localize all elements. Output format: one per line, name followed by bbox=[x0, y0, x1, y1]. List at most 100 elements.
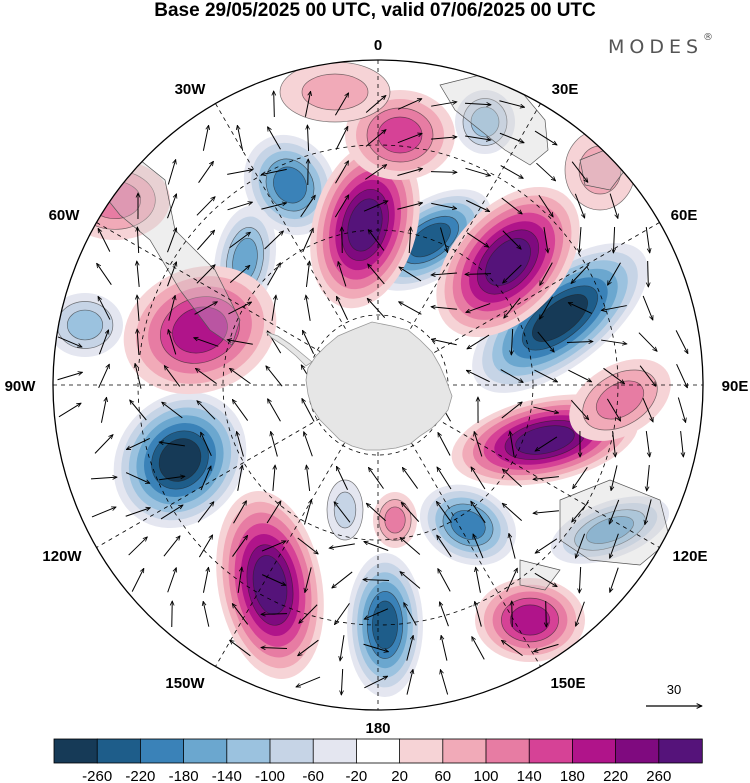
wind-vector bbox=[98, 330, 108, 355]
wind-vector bbox=[365, 130, 386, 147]
negative-anomaly bbox=[455, 90, 515, 154]
wind-vector bbox=[579, 226, 581, 253]
wind-vector bbox=[574, 193, 584, 218]
wind-vector bbox=[197, 401, 216, 420]
wind-vector bbox=[167, 194, 176, 219]
longitude-label: 150W bbox=[165, 675, 205, 692]
map-border bbox=[52, 59, 704, 711]
wind-vector bbox=[304, 432, 313, 457]
wind-vector bbox=[125, 508, 151, 517]
colorbar-tick-label: 180 bbox=[560, 768, 585, 783]
wind-vector bbox=[467, 334, 490, 349]
wind-vector bbox=[440, 602, 449, 627]
wind-vector bbox=[406, 635, 413, 661]
wind-vector bbox=[601, 339, 627, 344]
wind-vector bbox=[137, 227, 138, 254]
antarctic-peninsula bbox=[265, 331, 313, 367]
wind-vector bbox=[472, 637, 485, 660]
wind-vector bbox=[306, 465, 311, 491]
wind-vector bbox=[502, 503, 523, 522]
wind-vector bbox=[98, 296, 111, 320]
wind-vector bbox=[430, 172, 457, 173]
wind-vector bbox=[500, 369, 524, 383]
colorbar-swatch bbox=[96, 738, 142, 764]
wind-vector bbox=[431, 339, 457, 346]
colorbar-tick-label: -140 bbox=[212, 768, 242, 783]
wind-vector bbox=[232, 604, 249, 625]
wind-vector bbox=[307, 125, 308, 152]
wind-vector bbox=[299, 604, 318, 623]
wind-vector bbox=[200, 432, 212, 457]
wind-vector bbox=[543, 227, 548, 253]
wind-vector bbox=[300, 195, 316, 218]
wind-vector bbox=[502, 469, 522, 488]
wind-vector bbox=[341, 668, 342, 695]
longitude-label: 180 bbox=[365, 720, 390, 737]
wind-vector bbox=[639, 365, 656, 387]
wind-vector bbox=[510, 431, 515, 457]
wind-vector bbox=[271, 431, 278, 457]
colorbar-swatch bbox=[139, 738, 185, 764]
wind-vector bbox=[267, 263, 281, 286]
colorbar-tick-label: -100 bbox=[255, 768, 285, 783]
wind-vector bbox=[227, 170, 253, 175]
colorbar-tick-label: 140 bbox=[517, 768, 542, 783]
wind-vector bbox=[335, 296, 349, 320]
wind-vector bbox=[230, 640, 251, 657]
negative-anomaly bbox=[243, 134, 337, 236]
wind-vector bbox=[202, 125, 208, 151]
colorbar-swatch bbox=[226, 738, 271, 764]
wind-vector bbox=[466, 199, 489, 213]
wind-vector bbox=[501, 640, 523, 657]
wind-vector bbox=[57, 372, 83, 381]
wind-vector bbox=[274, 91, 275, 118]
wind-vector bbox=[126, 437, 150, 451]
wind-vector bbox=[364, 608, 389, 620]
wind-vector bbox=[159, 442, 185, 447]
wind-vector bbox=[266, 366, 283, 387]
colorbar-swatch bbox=[183, 738, 228, 764]
wind-vector bbox=[227, 202, 253, 211]
wind-vector bbox=[164, 366, 181, 387]
wind-vector bbox=[499, 100, 524, 108]
wind-vector bbox=[232, 535, 247, 557]
wind-vector bbox=[335, 161, 348, 184]
wind-vector bbox=[363, 580, 390, 581]
wind-vector bbox=[431, 202, 456, 208]
wind-vector bbox=[642, 295, 653, 320]
longitude-label: 120E bbox=[672, 548, 707, 565]
wind-vector bbox=[400, 572, 421, 589]
wind-vector bbox=[196, 265, 215, 284]
wind-vector bbox=[533, 476, 559, 480]
longitude-label: 150E bbox=[550, 675, 585, 692]
map-title: Base 29/05/2025 00 UTC, valid 07/06/2025… bbox=[154, 0, 596, 21]
wind-vector bbox=[229, 368, 251, 385]
wind-vector bbox=[237, 567, 242, 593]
wind-vector bbox=[167, 160, 175, 185]
colorbar-tick-label: -220 bbox=[125, 768, 155, 783]
longitude-label: 30W bbox=[175, 81, 207, 98]
wind-vector bbox=[91, 507, 116, 518]
wind-vector bbox=[404, 603, 417, 626]
wind-vector bbox=[575, 533, 586, 558]
wind-vector bbox=[229, 232, 251, 249]
wind-vector bbox=[198, 161, 214, 183]
wind-vector bbox=[137, 329, 139, 356]
wind-vector bbox=[264, 231, 284, 250]
colorbar-swatch bbox=[572, 738, 617, 764]
wind-vector bbox=[466, 303, 491, 313]
wind-vector bbox=[638, 332, 657, 352]
colorbar-swatch bbox=[355, 738, 401, 764]
colorbar-swatch bbox=[442, 738, 487, 764]
wind-vector bbox=[137, 295, 139, 321]
wind-vector bbox=[401, 502, 420, 522]
colorbar-tick-label: -20 bbox=[346, 768, 368, 783]
wind-vector bbox=[160, 505, 183, 520]
wind-vector bbox=[202, 567, 208, 593]
wind-vector bbox=[329, 543, 355, 548]
colorbar-labels: -260 -220 -180 -140 -100 -60 -20 20 60 100 140 180 2… bbox=[82, 768, 671, 783]
wind-vector bbox=[534, 130, 557, 145]
wind-vector bbox=[607, 262, 621, 285]
positive-anomaly bbox=[123, 265, 277, 395]
